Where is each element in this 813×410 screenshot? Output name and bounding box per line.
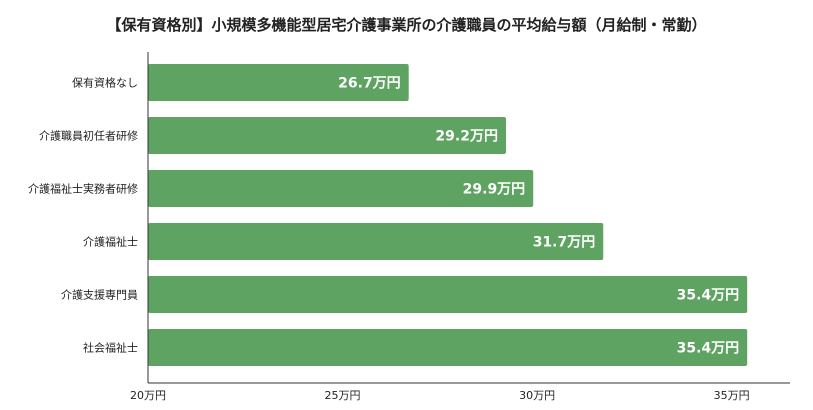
bar xyxy=(148,64,409,101)
data-label: 35.4万円 xyxy=(677,341,740,357)
category-label: 介護支援専門員 xyxy=(61,288,138,302)
category-label: 介護福祉士 xyxy=(83,235,138,249)
bar xyxy=(148,170,534,207)
category-label: 社会福祉士 xyxy=(83,341,138,355)
data-label: 35.4万円 xyxy=(677,288,740,304)
chart-title: 【保有資格別】小規模多機能型居宅介護事業所の介護職員の平均給与額（月給制・常勤） xyxy=(106,16,707,34)
bar xyxy=(148,117,506,154)
category-label: 保有資格なし xyxy=(72,76,138,90)
bar xyxy=(148,329,748,366)
x-tick-label: 30万円 xyxy=(519,389,555,402)
data-label: 31.7万円 xyxy=(533,235,596,251)
category-label: 介護福祉士実務者研修 xyxy=(28,182,138,196)
data-label: 26.7万円 xyxy=(338,76,401,92)
x-tick-label: 35万円 xyxy=(714,389,750,402)
bar xyxy=(148,223,604,260)
x-tick-label: 25万円 xyxy=(325,389,361,402)
data-label: 29.2万円 xyxy=(435,129,498,145)
bar xyxy=(148,276,748,313)
data-label: 29.9万円 xyxy=(463,182,526,198)
x-tick-label: 20万円 xyxy=(130,389,166,402)
category-label: 介護職員初任者研修 xyxy=(39,129,138,143)
